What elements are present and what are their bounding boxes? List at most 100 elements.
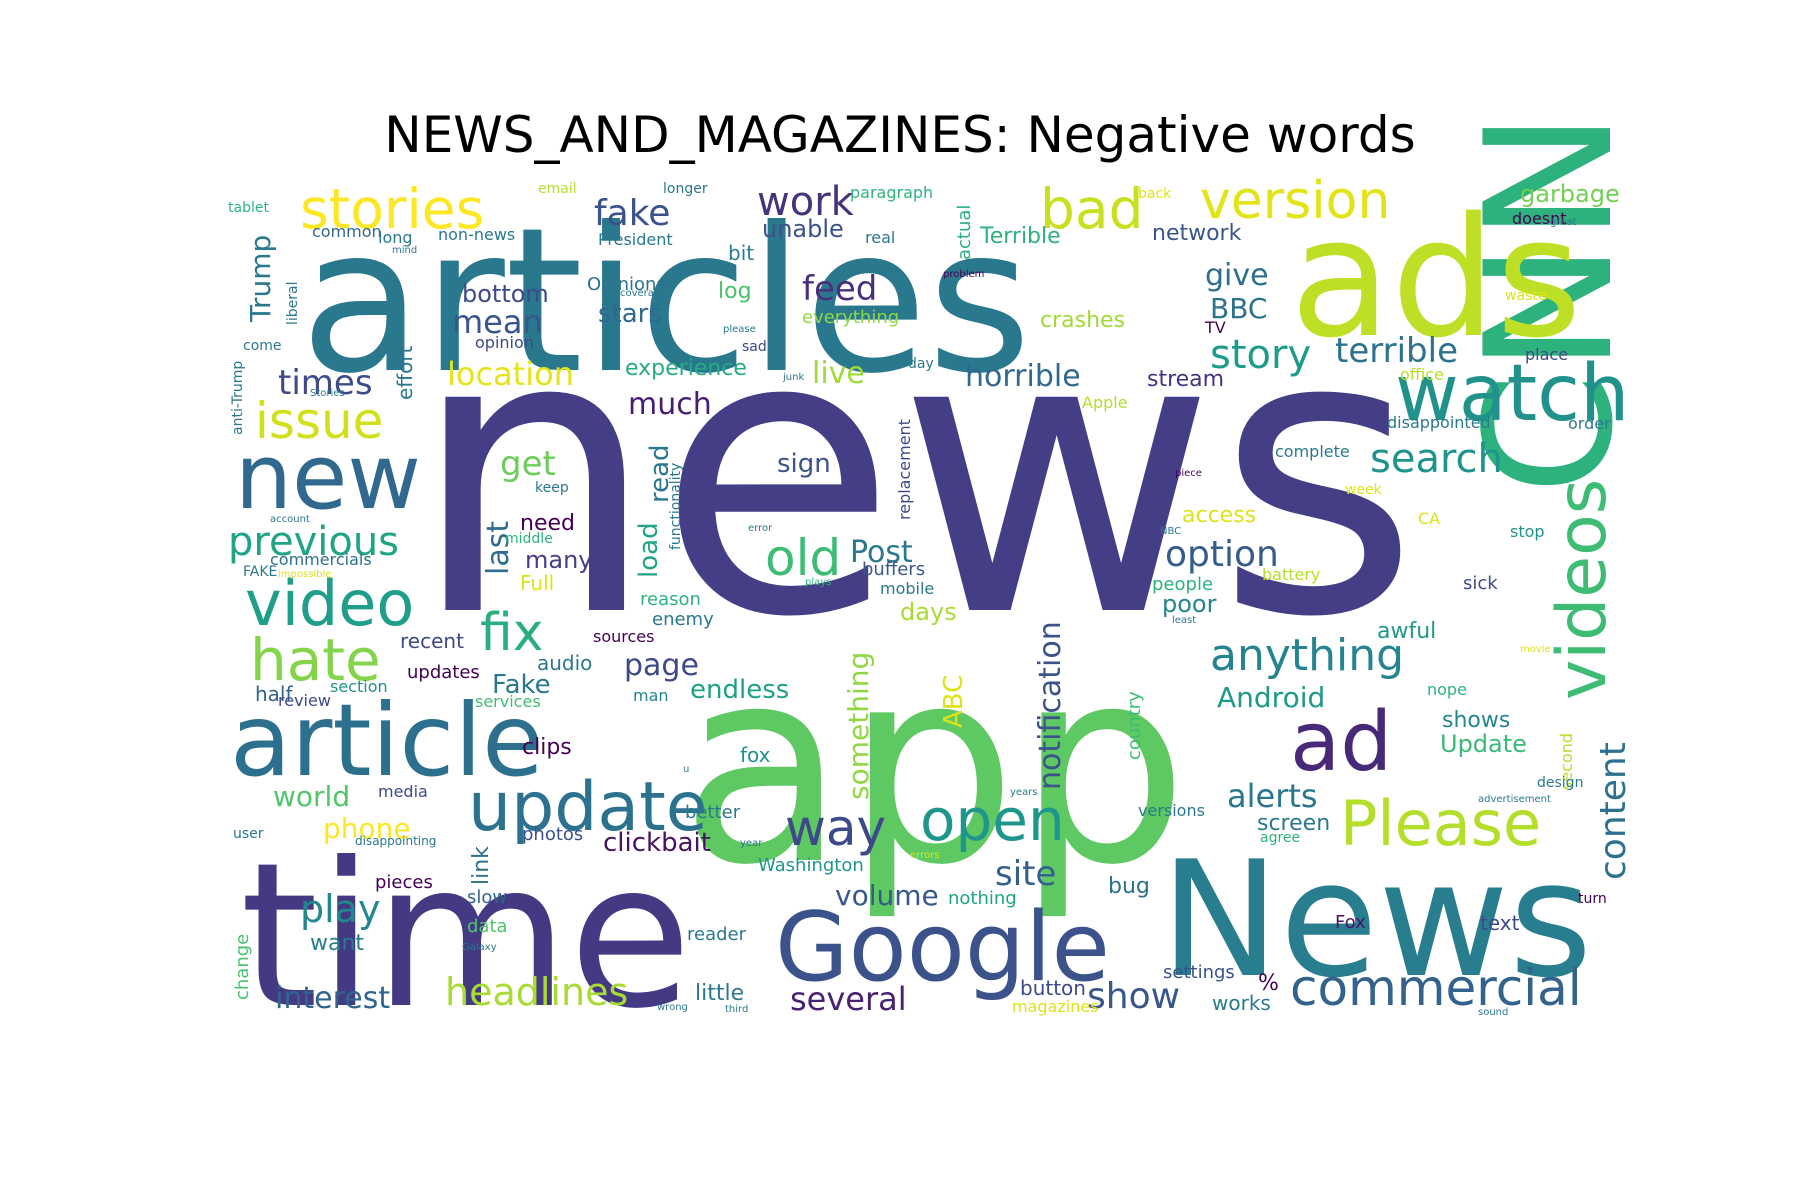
- word-bad: bad: [1040, 177, 1144, 241]
- word-piece: piece: [1175, 468, 1202, 479]
- word-crashes: crashes: [1040, 308, 1125, 333]
- word-hate: hate: [250, 626, 381, 694]
- word-tablet: tablet: [228, 200, 269, 216]
- word-shows: shows: [1442, 708, 1510, 733]
- word-experience: experience: [625, 356, 747, 381]
- word-video: video: [245, 567, 414, 640]
- word-log: log: [718, 279, 752, 304]
- word-people: people: [1152, 574, 1213, 595]
- word-watch: watch: [1395, 349, 1630, 439]
- word-account: account: [270, 514, 310, 525]
- word-second: second: [1557, 733, 1576, 790]
- word-much: much: [628, 387, 712, 422]
- word-stories: stories: [300, 177, 484, 241]
- word-agree: agree: [1260, 830, 1300, 846]
- word-keep: keep: [535, 480, 569, 496]
- word-update: update: [468, 768, 708, 847]
- word-stop: stop: [1510, 522, 1545, 541]
- word-sick: sick: [1463, 573, 1498, 594]
- word-read: read: [645, 444, 675, 503]
- word-sad: sad: [742, 339, 767, 355]
- word-replacement: replacement: [895, 419, 914, 520]
- word-updates: updates: [407, 662, 480, 683]
- word-third: third: [725, 1004, 748, 1015]
- word-fake: FAKE: [243, 564, 277, 580]
- word-middle: middle: [505, 531, 553, 547]
- word-services: services: [475, 692, 541, 711]
- word-terrible: terrible: [1335, 331, 1458, 371]
- word-cnn: CNN: [1449, 111, 1652, 495]
- word-previous: previous: [228, 519, 399, 565]
- word-long: long: [378, 228, 413, 247]
- word-abc: ABC: [939, 675, 969, 728]
- word-coverage: coverage: [620, 288, 666, 299]
- word-bbc: BBC: [1210, 292, 1267, 325]
- word-text: text: [1480, 911, 1520, 935]
- word-disappointing: disappointing: [355, 834, 436, 848]
- word-stars: stars: [598, 299, 662, 329]
- word-galaxy: Galaxy: [462, 942, 497, 953]
- word-clips: clips: [522, 735, 572, 760]
- word-screen: screen: [1257, 811, 1330, 836]
- word-change: change: [232, 934, 253, 1000]
- word-version: version: [1200, 171, 1390, 231]
- word-come: come: [243, 338, 282, 354]
- word-audio: audio: [537, 651, 592, 675]
- word-president: President: [598, 230, 673, 249]
- word-volume: volume: [835, 879, 939, 912]
- word-liberal: liberal: [285, 281, 301, 325]
- word-poor: poor: [1162, 590, 1217, 618]
- word-complete: complete: [1275, 442, 1350, 461]
- word-interest: interest: [275, 981, 390, 1016]
- word-full: Full: [520, 571, 554, 595]
- word-effort: effort: [393, 345, 417, 400]
- word-videos: videos: [1543, 479, 1622, 700]
- word-fake: fake: [594, 193, 670, 234]
- word-advertisement: advertisement: [1478, 794, 1551, 805]
- word-stories: Stories: [310, 388, 345, 399]
- word-review: review: [278, 691, 331, 710]
- word-order: order: [1568, 414, 1611, 433]
- word-half: half: [255, 682, 293, 706]
- word-enemy: enemy: [652, 609, 714, 630]
- word-year: year: [740, 838, 763, 849]
- word-app: app: [680, 609, 1188, 924]
- word-data: data: [467, 916, 508, 937]
- word-way: way: [785, 799, 886, 857]
- word-problem: problem: [943, 269, 984, 280]
- word-paragraph: paragraph: [850, 183, 933, 202]
- word-section: section: [330, 677, 388, 696]
- word-news: News: [1160, 826, 1592, 1013]
- word-news: news: [410, 248, 1419, 702]
- word-notification: notification: [1033, 621, 1068, 790]
- word-site: site: [995, 854, 1056, 894]
- word-settings: settings: [1163, 962, 1235, 983]
- word-endless: endless: [690, 675, 789, 705]
- word-world: world: [273, 780, 350, 813]
- word-better: better: [685, 802, 741, 823]
- word-search: search: [1370, 436, 1503, 482]
- word-articles: articles: [300, 185, 1032, 418]
- word-slow: slow: [467, 887, 507, 908]
- word-option: option: [1165, 534, 1279, 575]
- word-location: location: [447, 355, 574, 393]
- word-u: u: [683, 764, 689, 775]
- word-works: works: [1212, 991, 1271, 1015]
- word-actual: actual: [954, 205, 975, 260]
- word-anti-trump: anti-Trump: [230, 361, 246, 435]
- word-mobile: mobile: [880, 579, 934, 598]
- word-unable: unable: [762, 215, 844, 243]
- word-work: work: [757, 179, 855, 225]
- word-get: get: [500, 444, 556, 484]
- word-media: media: [378, 782, 428, 801]
- word-horrible: horrible: [965, 359, 1081, 394]
- word-reader: reader: [687, 924, 747, 945]
- word-need: need: [520, 511, 575, 536]
- word-days: days: [900, 598, 957, 626]
- word-back: back: [1138, 186, 1172, 202]
- word-pieces: pieces: [375, 872, 433, 893]
- word-ca: CA: [1418, 509, 1440, 528]
- word-buffers: buffers: [862, 559, 925, 580]
- word-headlines: headlines: [445, 970, 628, 1014]
